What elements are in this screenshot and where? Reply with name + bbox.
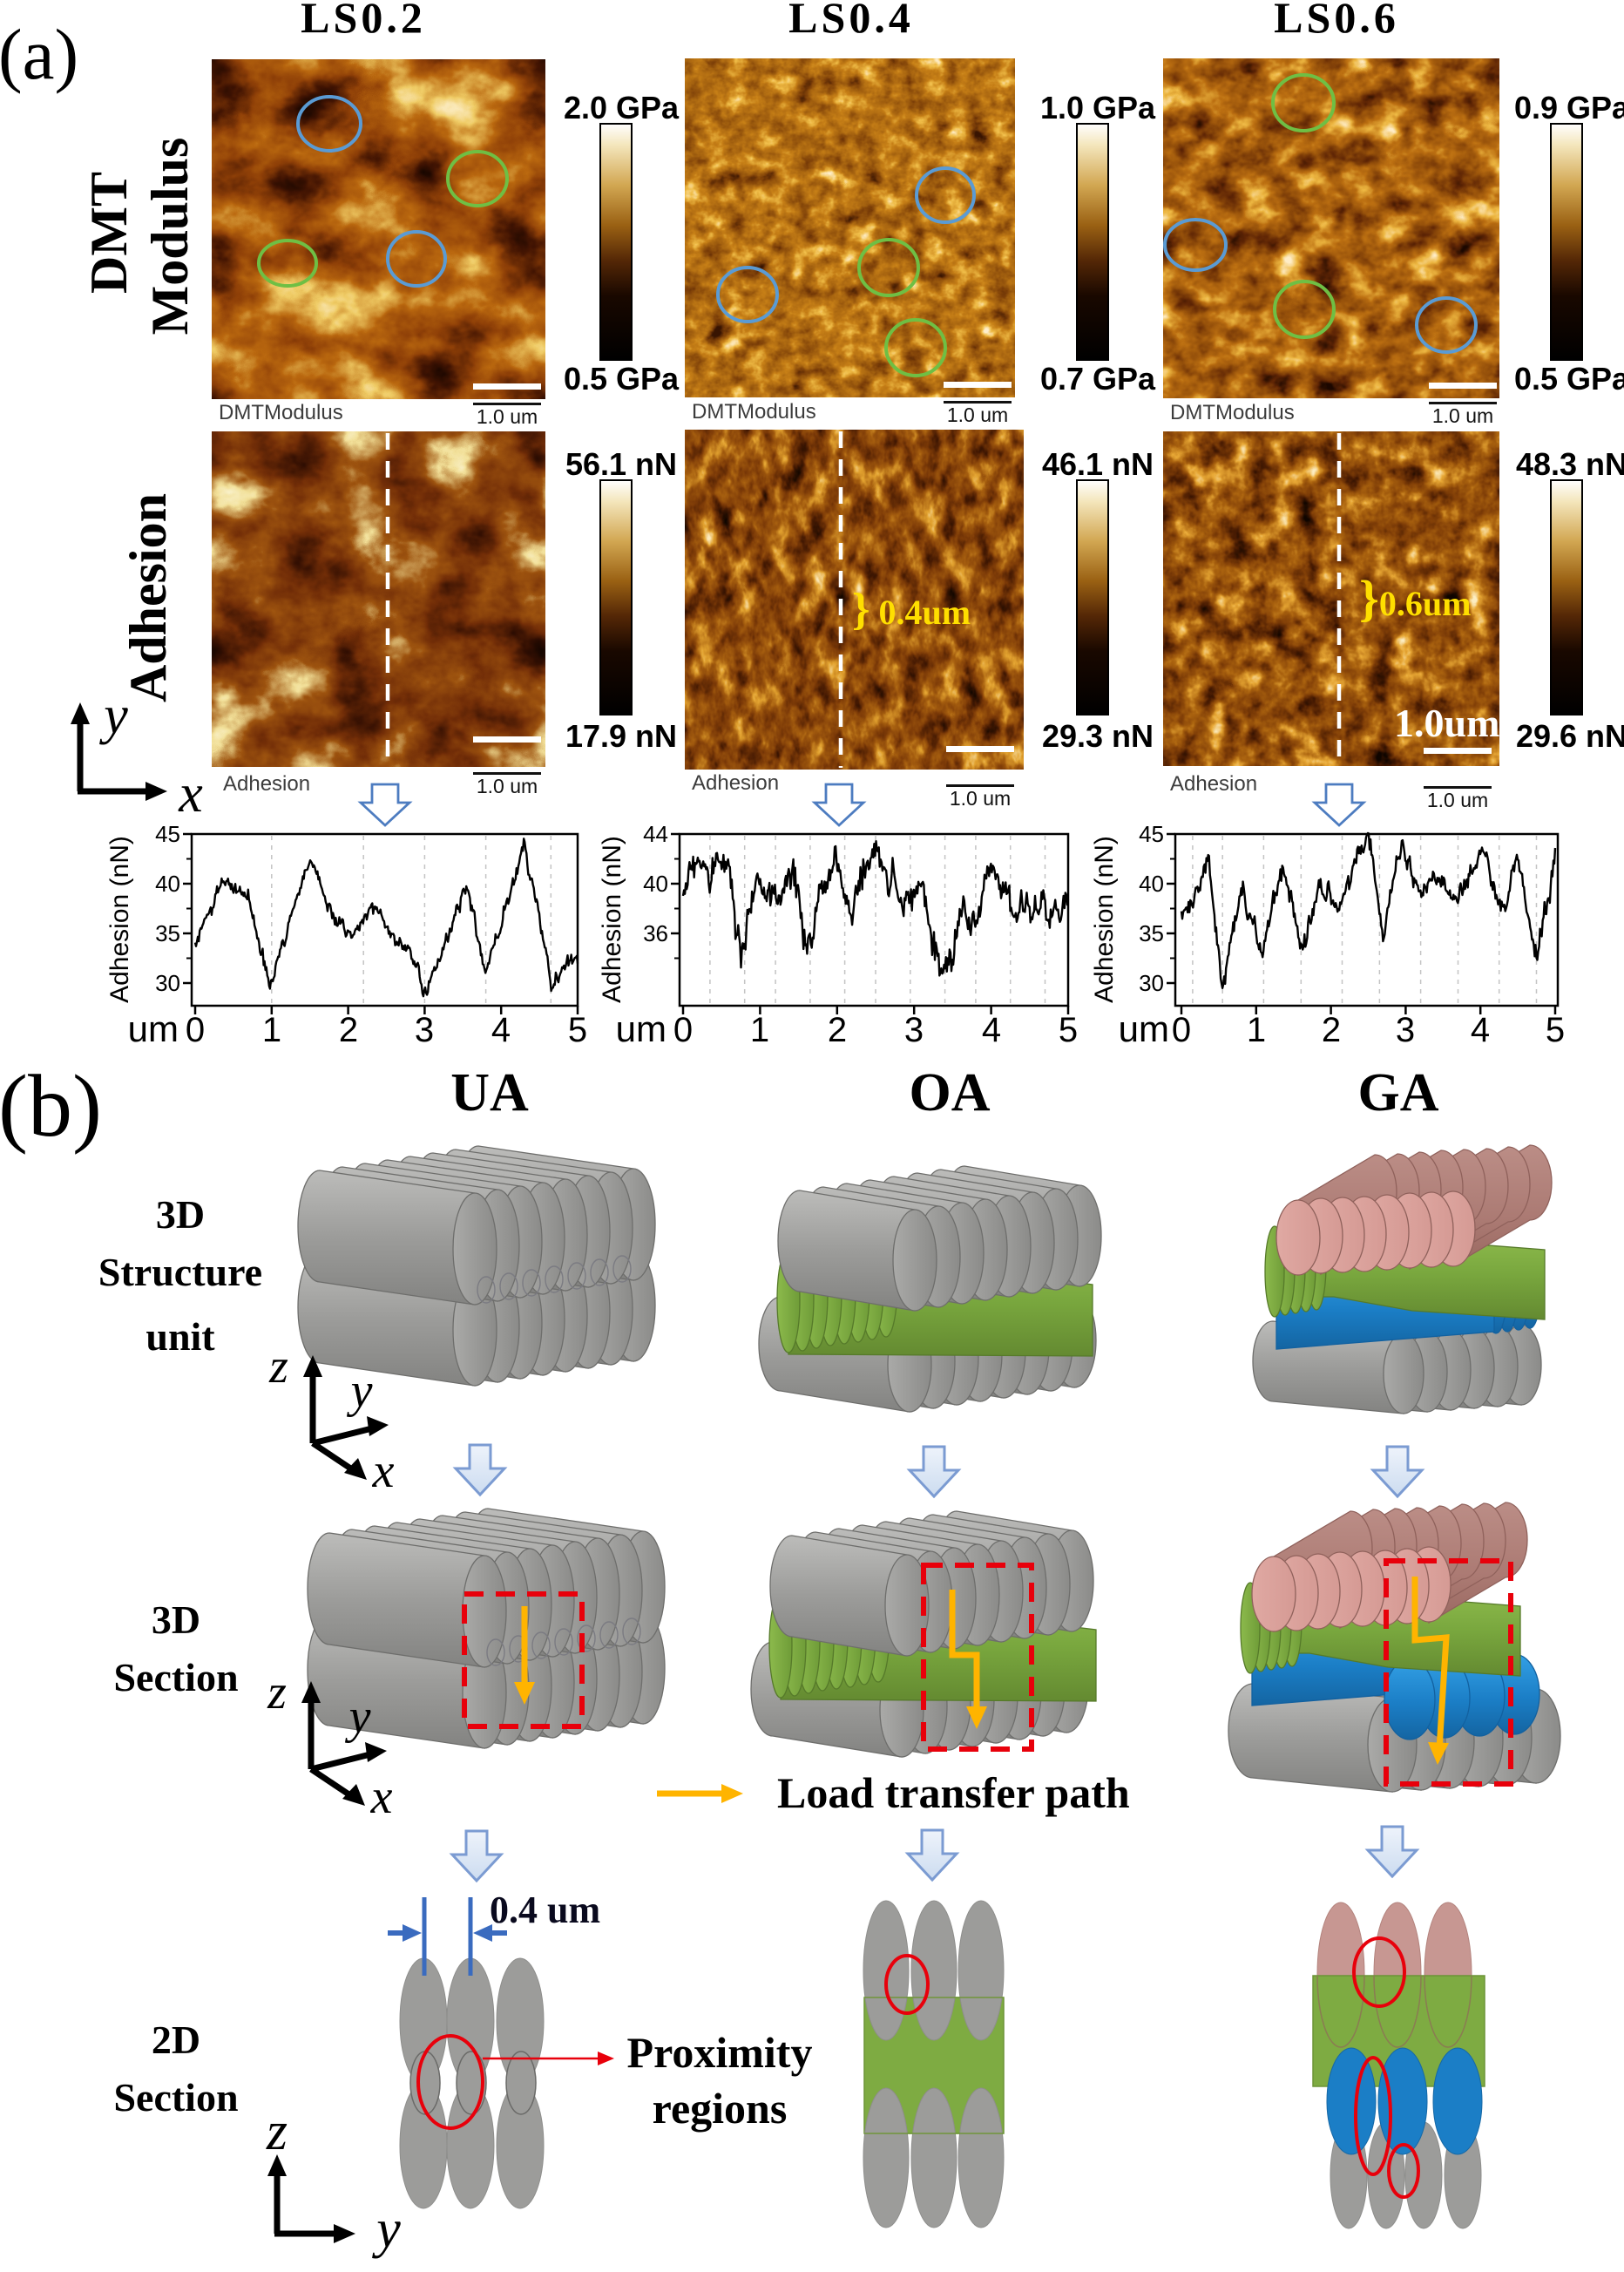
- svg-text:(b): (b): [0, 1057, 102, 1156]
- svg-text:1.0 um: 1.0 um: [477, 775, 538, 797]
- svg-text:0.5 GPa: 0.5 GPa: [1514, 361, 1624, 397]
- svg-text:5: 5: [568, 1011, 587, 1049]
- svg-text:1.0 um: 1.0 um: [950, 787, 1011, 810]
- svg-text:Section: Section: [113, 2075, 238, 2119]
- svg-text:3: 3: [1396, 1011, 1415, 1049]
- svg-text:46.1 nN: 46.1 nN: [1042, 446, 1154, 482]
- svg-text:17.9 nN: 17.9 nN: [565, 718, 677, 754]
- svg-text:40: 40: [643, 871, 668, 897]
- svg-text:2: 2: [339, 1011, 358, 1049]
- svg-text:2: 2: [828, 1011, 847, 1049]
- svg-text:3D: 3D: [152, 1597, 200, 1642]
- svg-text:DMTModulus: DMTModulus: [1170, 401, 1295, 424]
- svg-text:45: 45: [1139, 821, 1164, 847]
- svg-text:30: 30: [1139, 970, 1164, 996]
- svg-text:3D: 3D: [156, 1192, 205, 1237]
- svg-text:y: y: [98, 686, 128, 745]
- svg-text:40: 40: [1139, 871, 1164, 897]
- svg-text:56.1 nN: 56.1 nN: [565, 446, 677, 482]
- svg-text:40: 40: [155, 871, 180, 897]
- svg-text:5: 5: [1546, 1011, 1565, 1049]
- svg-text:regions: regions: [653, 2084, 788, 2133]
- svg-text:z: z: [268, 1339, 288, 1394]
- svg-text:Load transfer path: Load transfer path: [777, 1768, 1130, 1817]
- svg-text:y: y: [371, 2200, 401, 2259]
- svg-text:45: 45: [155, 821, 180, 847]
- svg-text:um: um: [1119, 1008, 1169, 1049]
- svg-text:0.5 GPa: 0.5 GPa: [564, 361, 680, 397]
- svg-text:29.3 nN: 29.3 nN: [1042, 718, 1154, 754]
- svg-text:1.0um: 1.0um: [1394, 701, 1499, 745]
- svg-text:0.9 GPa: 0.9 GPa: [1514, 90, 1624, 125]
- svg-text:4: 4: [491, 1011, 511, 1049]
- svg-text:(a): (a): [0, 14, 78, 94]
- svg-text:DMTModulus: DMTModulus: [219, 401, 343, 424]
- svg-text:29.6 nN: 29.6 nN: [1516, 718, 1624, 754]
- svg-text:0.7 GPa: 0.7 GPa: [1040, 361, 1156, 397]
- svg-text:2D: 2D: [152, 2018, 200, 2062]
- svg-text:LS0.2: LS0.2: [301, 0, 426, 42]
- svg-text:3: 3: [904, 1011, 924, 1049]
- svg-text:1.0 um: 1.0 um: [477, 405, 538, 428]
- svg-text:Adhesion: Adhesion: [1170, 772, 1257, 796]
- svg-text:5: 5: [1059, 1011, 1078, 1049]
- svg-text:Structure: Structure: [98, 1250, 262, 1294]
- svg-text:4: 4: [1471, 1011, 1490, 1049]
- svg-text:Adhesion (nN): Adhesion (nN): [598, 836, 626, 1003]
- svg-text:35: 35: [155, 920, 180, 946]
- svg-text:1.0 um: 1.0 um: [947, 404, 1008, 426]
- svg-text:} 0.4um: } 0.4um: [852, 585, 971, 634]
- svg-text:0.4 um: 0.4 um: [490, 1889, 600, 1931]
- svg-text:2: 2: [1322, 1011, 1341, 1049]
- svg-text:36: 36: [643, 920, 668, 946]
- svg-text:x: x: [370, 1770, 393, 1824]
- svg-text:1: 1: [750, 1011, 769, 1049]
- svg-text:z: z: [267, 1665, 287, 1719]
- svg-text:Section: Section: [113, 1655, 238, 1699]
- svg-text:Adhesion: Adhesion: [119, 493, 177, 702]
- svg-text:1.0 GPa: 1.0 GPa: [1040, 90, 1156, 125]
- svg-text:0: 0: [1172, 1011, 1191, 1049]
- svg-text:3: 3: [415, 1011, 434, 1049]
- svg-text:y: y: [347, 1364, 373, 1418]
- svg-text:um: um: [128, 1008, 179, 1049]
- svg-text:44: 44: [643, 821, 668, 847]
- svg-text:35: 35: [1139, 920, 1164, 946]
- svg-text:1: 1: [1247, 1011, 1266, 1049]
- svg-text:Adhesion: Adhesion: [223, 772, 310, 796]
- svg-text:Proximity: Proximity: [627, 2028, 813, 2077]
- svg-text:LS0.6: LS0.6: [1274, 0, 1399, 42]
- svg-text:um: um: [616, 1008, 667, 1049]
- svg-text:OA: OA: [910, 1063, 991, 1122]
- svg-text:unit: unit: [145, 1314, 215, 1359]
- svg-text:DMT: DMT: [80, 172, 138, 294]
- svg-text:DMTModulus: DMTModulus: [692, 400, 816, 424]
- svg-text:Adhesion (nN): Adhesion (nN): [1090, 836, 1119, 1003]
- svg-text:2.0 GPa: 2.0 GPa: [564, 90, 680, 125]
- svg-text:GA: GA: [1358, 1063, 1439, 1122]
- svg-text:UA: UA: [450, 1063, 529, 1122]
- svg-text:Modulus: Modulus: [141, 138, 199, 336]
- svg-text:0: 0: [186, 1011, 205, 1049]
- svg-text:z: z: [266, 2102, 288, 2161]
- svg-text:y: y: [345, 1690, 371, 1744]
- svg-text:30: 30: [155, 970, 180, 996]
- svg-text:48.3 nN: 48.3 nN: [1516, 446, 1624, 482]
- svg-text:0: 0: [673, 1011, 693, 1049]
- svg-text:Adhesion: Adhesion: [692, 771, 779, 795]
- svg-text:1.0 um: 1.0 um: [1427, 789, 1488, 811]
- svg-text:1: 1: [262, 1011, 281, 1049]
- svg-text:1.0 um: 1.0 um: [1432, 404, 1493, 427]
- svg-text:4: 4: [982, 1011, 1001, 1049]
- svg-text:LS0.4: LS0.4: [788, 0, 914, 42]
- svg-text:x: x: [372, 1444, 395, 1498]
- svg-text:x: x: [178, 764, 203, 824]
- svg-text:Adhesion (nN): Adhesion (nN): [105, 836, 134, 1003]
